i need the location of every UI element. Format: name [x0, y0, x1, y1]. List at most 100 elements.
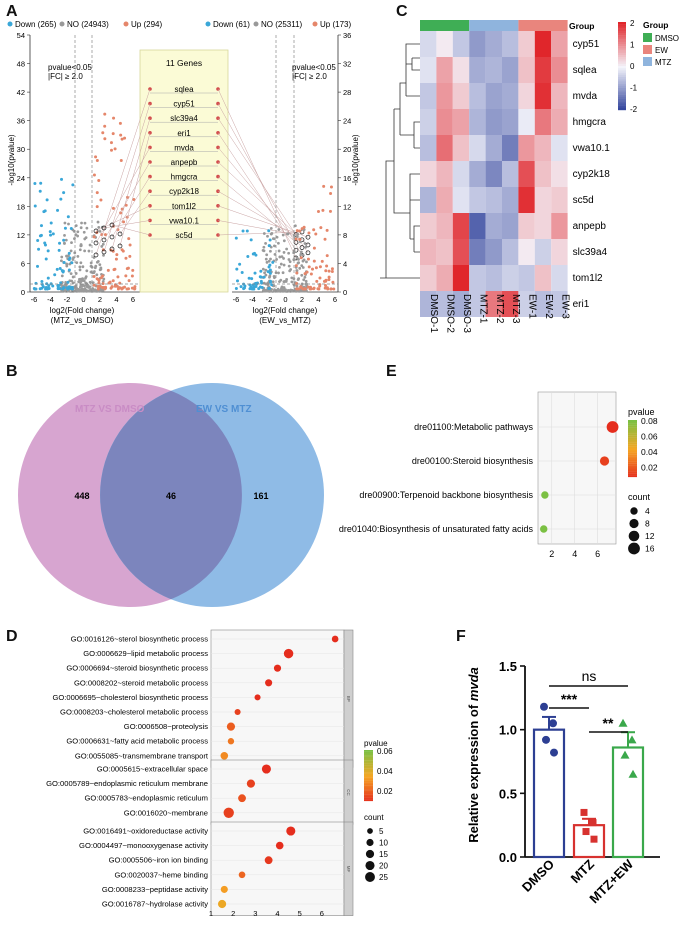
go-term-label: GO:0020037~heme binding — [114, 870, 208, 879]
volcano-point-up — [130, 274, 134, 278]
left-legend-up: Up (294) — [131, 20, 162, 29]
highlighted-point — [93, 240, 99, 246]
go-section-tag: CC — [346, 789, 351, 796]
volcano-point-up — [309, 272, 313, 276]
color-scale-step — [618, 37, 626, 40]
y-tick-label: 6 — [21, 259, 25, 268]
volcano-point — [266, 281, 270, 285]
volcano-point-up — [107, 281, 111, 285]
volcano-point-down — [56, 208, 60, 212]
heatmap-cell — [551, 213, 568, 239]
volcano-point-up — [103, 137, 107, 141]
heatmap-cell — [469, 265, 486, 291]
volcano-point-up — [321, 208, 325, 212]
volcano-point — [281, 271, 285, 275]
connector-line — [217, 88, 297, 259]
volcano-point-down — [68, 256, 72, 260]
volcano-point — [88, 280, 92, 284]
color-scale-step — [618, 55, 626, 58]
heatmap-cell — [551, 265, 568, 291]
color-scale-step — [618, 83, 626, 86]
volcano-point-down — [59, 197, 63, 201]
heatmap-cell — [502, 83, 519, 109]
pvalue-scale-step — [628, 429, 637, 432]
volcano-point — [86, 283, 90, 287]
y-tick-label: 4 — [343, 259, 347, 268]
y-tick-label: 0 — [21, 288, 25, 297]
heatmap-cell — [518, 265, 535, 291]
volcano-point — [271, 280, 275, 284]
connector-line — [111, 224, 151, 236]
heatmap-cell — [534, 109, 552, 135]
volcano-point-up — [106, 268, 110, 272]
volcano-point-down — [37, 247, 41, 251]
volcano-point-up — [120, 137, 124, 141]
kegg-term-label: dre01100:Metabolic pathways — [414, 422, 533, 432]
color-scale-step — [618, 70, 626, 73]
sig-label-dmso-mtzew: ns — [582, 668, 597, 684]
gene-name: anpepb — [171, 158, 198, 167]
data-point — [628, 769, 638, 778]
heatmap-row-label: cyp2k18 — [573, 169, 611, 180]
volcano-point — [64, 238, 68, 242]
heatmap-cell — [502, 57, 519, 83]
heatmap-cell — [485, 239, 502, 265]
volcano-point-up — [109, 148, 113, 152]
go-plot: BP GO:0016126~sterol biosynthetic process… — [46, 629, 354, 918]
volcano-point — [60, 255, 64, 259]
pvalue-scale-step — [628, 448, 637, 451]
color-scale-step — [618, 72, 626, 75]
volcano-point — [88, 243, 92, 247]
heatmap-cell — [518, 109, 535, 135]
volcano-point — [278, 280, 281, 284]
volcano-point-down — [62, 261, 66, 265]
volcano-point — [303, 242, 307, 245]
volcano-point-up — [328, 209, 332, 213]
volcano-point-down — [262, 275, 266, 279]
connector-line — [217, 205, 309, 238]
y-tick-label: 12 — [17, 231, 25, 240]
color-scale-step — [618, 33, 626, 36]
go-term-label: GO:0006631~fatty acid metabolic process — [66, 737, 208, 746]
volcano-point-up — [327, 275, 331, 279]
volcano-point — [264, 241, 267, 245]
volcano-point-down — [243, 284, 247, 288]
volcano-point — [63, 221, 67, 225]
pvalue-scale-step — [364, 753, 373, 756]
volcano-point — [282, 257, 285, 260]
heatmap-row-label: slc39a4 — [573, 247, 608, 258]
kegg-term-label: dre00900:Terpenoid backbone biosynthesis — [359, 490, 533, 500]
no-marker — [59, 21, 65, 27]
volcano-point — [264, 257, 268, 261]
right-volcano-points — [234, 184, 336, 293]
heatmap-cell — [502, 31, 519, 57]
volcano-point — [288, 260, 292, 264]
volcano-point — [269, 226, 273, 230]
volcano-point-down — [66, 215, 70, 219]
heatmap-cell — [534, 83, 552, 109]
heatmap-cell — [469, 109, 486, 135]
kegg-pvalue-tick: 0.04 — [641, 447, 658, 457]
volcano-point-down — [40, 280, 44, 284]
volcano-point-up — [294, 264, 298, 268]
volcano-point — [289, 268, 293, 271]
go-point — [265, 679, 273, 687]
go-section-tag: MF — [346, 866, 351, 873]
heatmap-cell — [436, 291, 453, 317]
heatmap-cell — [485, 291, 502, 317]
volcano-point-up — [111, 279, 115, 283]
heatmap-row-label: vwa10.1 — [573, 143, 611, 154]
heatmap-cell — [502, 187, 519, 213]
left-legend-down: Down (265) — [15, 20, 57, 29]
volcano-point-down — [247, 276, 251, 280]
bar-ylabel: Relative expression of mvda — [466, 667, 481, 843]
volcano-point-up — [295, 281, 299, 285]
highlighted-point — [305, 242, 311, 248]
go-count-title: count — [364, 813, 384, 822]
volcano-point — [71, 281, 75, 285]
heatmap-cell — [518, 135, 535, 161]
volcano-point-up — [124, 256, 128, 260]
up-marker — [312, 21, 318, 27]
y-tick-label: 32 — [343, 60, 351, 69]
